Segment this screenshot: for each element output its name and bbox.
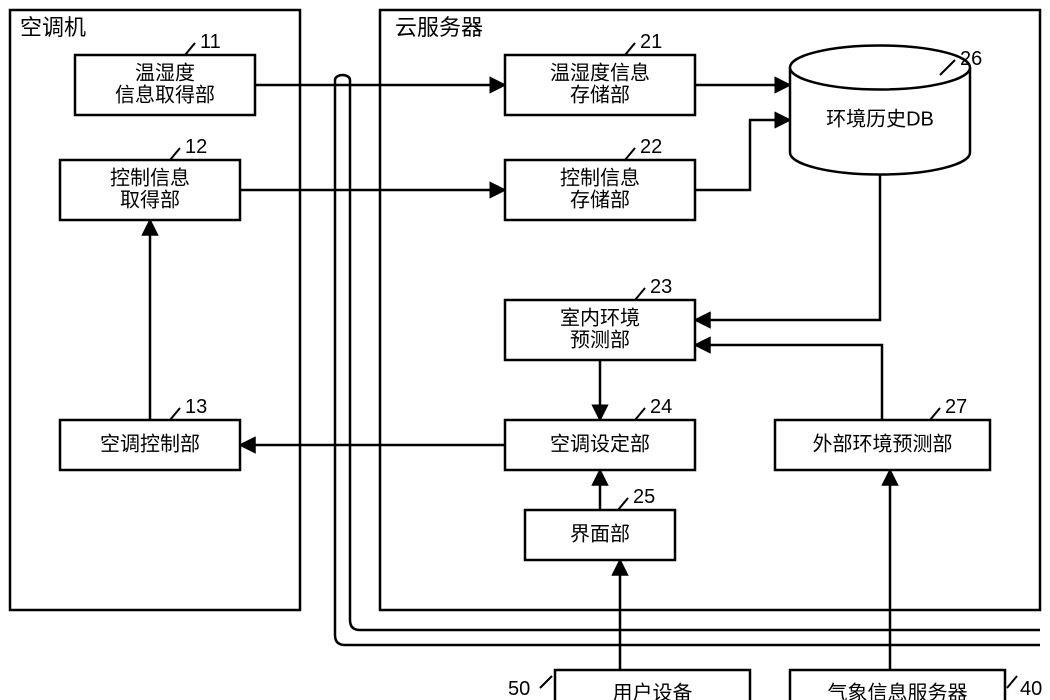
- bus-cap-top: [335, 75, 350, 80]
- node-label-n23-1: 预测部: [570, 328, 630, 351]
- num-n26: 26: [960, 48, 982, 70]
- num-tick-1: [170, 148, 180, 160]
- num-50: 50: [508, 678, 530, 700]
- num-40-tick: [1007, 676, 1017, 688]
- node-label-n12-0: 控制信息: [110, 166, 190, 189]
- num-n27: 27: [945, 396, 967, 418]
- node-label-n22-1: 存储部: [570, 188, 630, 211]
- num-n21: 21: [640, 31, 662, 53]
- node-label-n22-0: 控制信息: [560, 166, 640, 189]
- num-tick-0: [185, 43, 195, 55]
- node-label-n23-0: 室内环境: [560, 306, 640, 329]
- num-tick-7: [618, 498, 628, 510]
- num-n12: 12: [185, 136, 207, 158]
- node-label-n25-0: 界面部: [570, 522, 630, 545]
- node-label-n24-0: 空调设定部: [550, 432, 650, 455]
- db-top: [790, 46, 970, 90]
- num-n13: 13: [185, 396, 207, 418]
- num-50-tick: [540, 676, 552, 688]
- num-tick-6: [635, 408, 645, 420]
- num-tick-2: [170, 408, 180, 420]
- num-tick-9: [930, 408, 940, 420]
- bottom-label-weather: 气象信息服务器: [828, 681, 968, 700]
- system-diagram: 空调机云服务器 温湿度信息取得部控制信息取得部空调控制部温湿度信息存储部控制信息…: [0, 0, 1050, 700]
- node-label-n11-0: 温湿度: [135, 61, 195, 84]
- node-label-n27-0: 外部环境预测部: [813, 432, 953, 455]
- edge-5: [695, 345, 882, 420]
- num-40: 40: [1020, 678, 1042, 700]
- num-n24: 24: [650, 396, 672, 418]
- container-label-cloud: 云服务器: [395, 15, 483, 40]
- num-tick-5: [635, 288, 645, 300]
- node-label-n12-1: 取得部: [120, 188, 180, 211]
- node-label-n11-1: 信息取得部: [115, 83, 215, 106]
- edge-3: [695, 120, 790, 190]
- num-tick-4: [625, 148, 635, 160]
- num-n22: 22: [640, 136, 662, 158]
- num-n11: 11: [200, 31, 221, 53]
- bottom-label-user: 用户设备: [613, 681, 693, 700]
- node-label-n21-0: 温湿度信息: [550, 61, 650, 84]
- node-label-n13-0: 空调控制部: [100, 432, 200, 455]
- edge-4: [695, 173, 880, 320]
- num-n25: 25: [633, 486, 655, 508]
- num-tick-3: [625, 43, 635, 55]
- num-n23: 23: [650, 276, 672, 298]
- container-label-aircon: 空调机: [20, 15, 86, 40]
- node-label-n21-1: 存储部: [570, 83, 630, 106]
- db-label: 环境历史DB: [826, 107, 934, 130]
